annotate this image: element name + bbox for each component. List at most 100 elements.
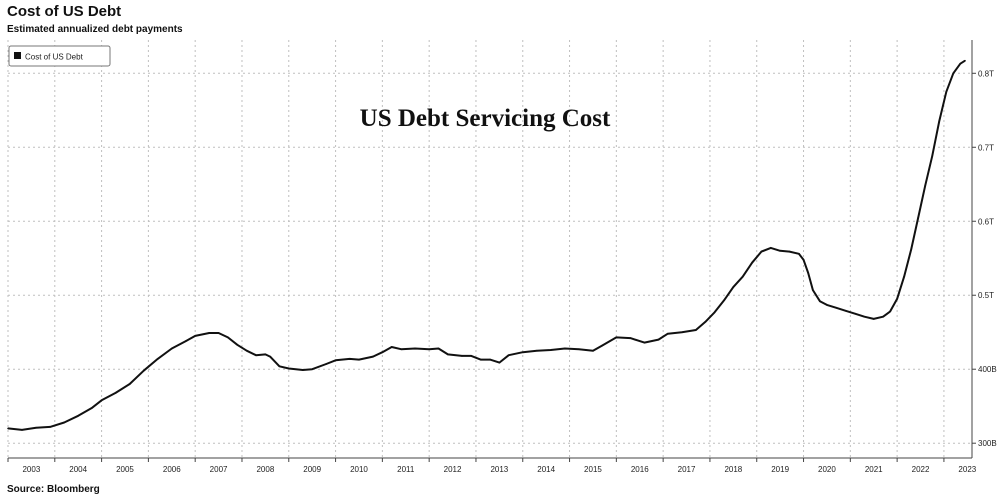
legend: Cost of US Debt (8, 45, 111, 67)
data-point (461, 355, 463, 357)
data-point (798, 253, 800, 255)
data-point (704, 321, 707, 323)
x-tick-label: 2010 (350, 465, 368, 474)
data-point (49, 426, 51, 428)
data-point (334, 359, 337, 362)
data-point (903, 275, 905, 278)
x-tick-label: 2009 (303, 465, 321, 474)
data-point (844, 310, 847, 312)
data-point (550, 349, 552, 351)
data-point (358, 358, 360, 361)
data-point (931, 155, 933, 157)
data-point (156, 358, 159, 360)
legend-label: Cost of US Debt (25, 53, 84, 62)
data-point (208, 332, 210, 334)
data-point (437, 347, 440, 350)
x-tick-label: 2016 (631, 465, 649, 474)
data-point (185, 340, 187, 342)
data-point (917, 216, 919, 219)
data-point (657, 338, 660, 341)
data-point (945, 91, 948, 93)
x-tick-label: 2022 (912, 465, 930, 474)
x-tick-label: 2004 (69, 465, 87, 474)
data-point (770, 247, 772, 249)
legend-swatch (14, 52, 21, 59)
data-point (372, 355, 374, 358)
data-point (835, 307, 838, 309)
x-tick-label: 2013 (490, 465, 508, 474)
data-point (863, 315, 866, 318)
data-point (236, 344, 239, 346)
x-tick-label: 2005 (116, 465, 134, 474)
data-point (288, 367, 290, 370)
data-point (959, 62, 962, 65)
data-point (114, 392, 117, 394)
data-point (507, 354, 510, 357)
data-point (564, 347, 566, 350)
data-point (667, 332, 669, 335)
y-tick-label: 0.7T (978, 143, 994, 152)
chart-subtitle: Estimated annualized debt payments (7, 24, 183, 35)
data-point (498, 361, 501, 364)
data-point (269, 355, 271, 358)
y-tick-label: 400B (978, 365, 997, 374)
y-tick-label: 0.6T (978, 217, 994, 226)
data-point (910, 248, 912, 251)
data-point (35, 426, 37, 429)
data-point (400, 348, 402, 351)
y-tick-label: 0.8T (978, 69, 994, 78)
overlay-title: US Debt Servicing Cost (360, 105, 611, 132)
data-point (802, 258, 805, 261)
data-point (889, 310, 891, 313)
data-point (681, 331, 683, 334)
x-tick-label: 2007 (210, 465, 228, 474)
x-tick-label: 2011 (397, 465, 415, 474)
data-point (428, 348, 431, 351)
data-point (414, 347, 416, 350)
data-point (629, 337, 632, 339)
x-tick-label: 2014 (537, 465, 555, 474)
x-tick-label: 2003 (22, 465, 40, 474)
data-point (788, 250, 791, 253)
data-point (447, 353, 449, 356)
x-tick-label: 2012 (444, 465, 462, 474)
source-note: Source: Bloomberg (7, 484, 100, 495)
data-point (128, 383, 131, 385)
data-point (381, 351, 384, 354)
data-point (278, 365, 281, 368)
data-point (489, 358, 491, 361)
data-point (194, 335, 196, 337)
data-point (872, 318, 875, 320)
data-point (325, 363, 328, 365)
x-tick-label: 2019 (771, 465, 789, 474)
data-point (924, 184, 926, 187)
data-point (227, 336, 229, 339)
data-point (479, 358, 482, 361)
data-point (751, 261, 753, 264)
data-point (91, 406, 93, 409)
x-tick-label: 2008 (256, 465, 274, 474)
x-tick-label: 2023 (958, 465, 976, 474)
y-tick-label: 300B (978, 439, 997, 448)
data-point (217, 332, 220, 334)
data-point (760, 250, 763, 253)
data-point (779, 250, 781, 252)
data-point (896, 298, 898, 300)
data-point (615, 336, 618, 339)
data-point (882, 315, 884, 318)
data-point (578, 348, 580, 351)
data-point (732, 286, 735, 288)
data-point (741, 275, 744, 278)
chart-title: Cost of US Debt (7, 3, 122, 20)
data-point (964, 59, 966, 62)
data-point (77, 415, 79, 417)
data-point (952, 72, 955, 75)
data-point (63, 421, 65, 424)
x-tick-label: 2021 (865, 465, 883, 474)
legend-box (8, 45, 111, 67)
x-tick-label: 2006 (163, 465, 181, 474)
data-point (643, 341, 646, 344)
data-point (255, 354, 257, 357)
data-point (938, 120, 940, 123)
y-tick-label: 0.5T (978, 291, 994, 300)
